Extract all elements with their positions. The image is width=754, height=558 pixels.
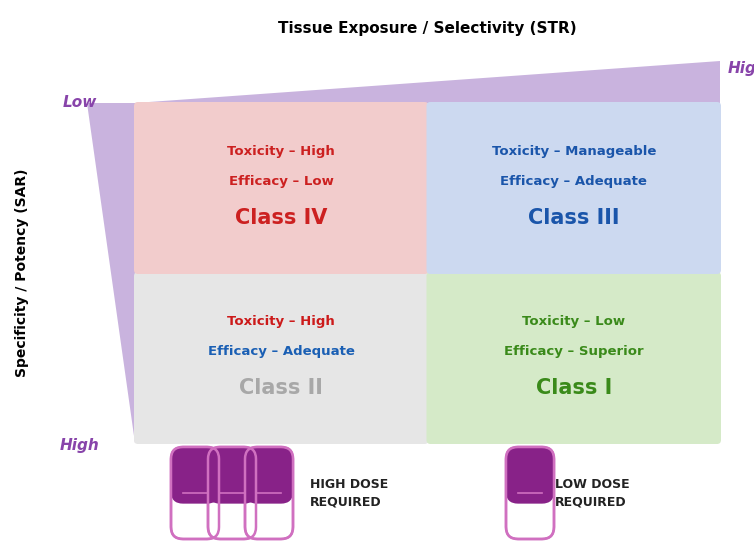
FancyBboxPatch shape [134, 272, 428, 444]
Text: Class III: Class III [528, 208, 620, 228]
FancyBboxPatch shape [245, 447, 293, 504]
Text: Toxicity – High: Toxicity – High [228, 315, 335, 329]
Text: HIGH DOSE
REQUIRED: HIGH DOSE REQUIRED [310, 478, 388, 508]
Text: Specificity / Potency (SAR): Specificity / Potency (SAR) [15, 169, 29, 377]
Text: Tissue Exposure / Selectivity (STR): Tissue Exposure / Selectivity (STR) [278, 21, 577, 36]
FancyBboxPatch shape [506, 447, 554, 539]
Text: High: High [60, 438, 100, 453]
FancyBboxPatch shape [506, 447, 554, 504]
FancyBboxPatch shape [171, 447, 219, 504]
Text: Efficacy – Adequate: Efficacy – Adequate [208, 345, 354, 358]
FancyBboxPatch shape [134, 102, 428, 274]
Text: Low: Low [63, 95, 97, 110]
Text: Toxicity – High: Toxicity – High [228, 146, 335, 158]
Text: Toxicity – Low: Toxicity – Low [523, 315, 625, 329]
Text: Toxicity – Manageable: Toxicity – Manageable [492, 146, 656, 158]
Text: Efficacy – Low: Efficacy – Low [228, 175, 334, 188]
FancyBboxPatch shape [208, 447, 256, 539]
FancyBboxPatch shape [208, 447, 256, 504]
FancyBboxPatch shape [427, 102, 721, 274]
Text: LOW DOSE
REQUIRED: LOW DOSE REQUIRED [555, 478, 630, 508]
Text: Class II: Class II [239, 378, 323, 397]
Polygon shape [135, 61, 720, 103]
FancyBboxPatch shape [245, 447, 293, 539]
Text: Efficacy – Superior: Efficacy – Superior [504, 345, 644, 358]
FancyBboxPatch shape [427, 272, 721, 444]
FancyBboxPatch shape [171, 447, 219, 539]
Text: Class IV: Class IV [235, 208, 327, 228]
Text: Class I: Class I [535, 378, 612, 397]
Text: Efficacy – Adequate: Efficacy – Adequate [501, 175, 647, 188]
Text: High: High [728, 60, 754, 75]
Polygon shape [87, 103, 135, 443]
